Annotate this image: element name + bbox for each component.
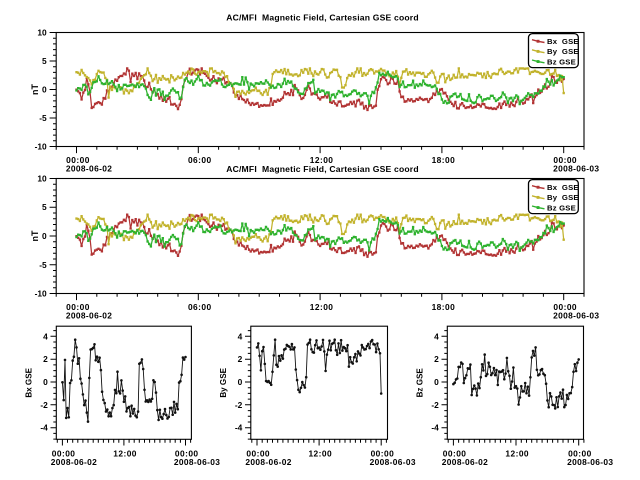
svg-text:-5: -5 — [39, 113, 47, 123]
svg-text:By GSE: By GSE — [547, 47, 579, 56]
svg-text:2: 2 — [434, 354, 439, 364]
svg-text:nT: nT — [30, 84, 40, 95]
svg-text:-5: -5 — [39, 260, 47, 270]
svg-text:2008-06-03: 2008-06-03 — [567, 457, 613, 467]
svg-text:00:00: 00:00 — [443, 448, 467, 458]
svg-text:0: 0 — [42, 231, 47, 241]
svg-text:-10: -10 — [35, 142, 47, 152]
svg-text:4: 4 — [434, 331, 439, 341]
svg-text:-2: -2 — [431, 400, 439, 410]
svg-text:Bz GSE: Bz GSE — [416, 368, 425, 398]
svg-text:2008-06-02: 2008-06-02 — [66, 311, 112, 321]
svg-text:-4: -4 — [40, 423, 48, 433]
svg-text:2008-06-03: 2008-06-03 — [370, 457, 416, 467]
svg-text:00:00: 00:00 — [553, 302, 577, 312]
svg-text:Bx GSE: Bx GSE — [547, 183, 579, 192]
svg-text:-2: -2 — [40, 400, 48, 410]
svg-text:12:00: 12:00 — [310, 302, 334, 312]
svg-text:2: 2 — [43, 354, 48, 364]
svg-text:12:00: 12:00 — [310, 155, 334, 165]
svg-text:2008-06-03: 2008-06-03 — [553, 311, 599, 321]
svg-text:-2: -2 — [235, 400, 243, 410]
svg-text:00:00: 00:00 — [52, 448, 76, 458]
svg-text:2008-06-02: 2008-06-02 — [51, 457, 97, 467]
svg-text:10: 10 — [37, 174, 47, 184]
svg-text:Bz GSE: Bz GSE — [547, 57, 576, 66]
svg-text:Bz GSE: Bz GSE — [547, 203, 576, 212]
svg-text:2008-06-03: 2008-06-03 — [553, 164, 599, 174]
svg-text:0: 0 — [42, 85, 47, 95]
svg-text:4: 4 — [43, 331, 48, 341]
svg-text:00:00: 00:00 — [66, 155, 90, 165]
svg-text:00:00: 00:00 — [175, 448, 199, 458]
svg-text:AC/MFI Magnetic Field, Cartes: AC/MFI Magnetic Field, Cartesian GSE coo… — [226, 164, 419, 174]
svg-text:00:00: 00:00 — [66, 302, 90, 312]
svg-text:By GSE: By GSE — [547, 193, 579, 202]
svg-text:Bx GSE: Bx GSE — [547, 37, 579, 46]
svg-text:00:00: 00:00 — [371, 448, 395, 458]
svg-text:5: 5 — [42, 202, 47, 212]
svg-text:10: 10 — [37, 28, 47, 38]
svg-text:0: 0 — [43, 377, 48, 387]
svg-text:2008-06-02: 2008-06-02 — [442, 457, 488, 467]
svg-text:0: 0 — [434, 377, 439, 387]
svg-text:2008-06-02: 2008-06-02 — [245, 457, 291, 467]
svg-text:-10: -10 — [35, 289, 47, 299]
svg-text:12:00: 12:00 — [505, 448, 529, 458]
svg-text:5: 5 — [42, 56, 47, 66]
svg-text:By GSE: By GSE — [219, 367, 228, 397]
svg-text:-4: -4 — [235, 423, 243, 433]
svg-text:06:00: 06:00 — [188, 302, 212, 312]
svg-text:00:00: 00:00 — [553, 155, 577, 165]
svg-text:06:00: 06:00 — [188, 155, 212, 165]
svg-text:0: 0 — [238, 377, 243, 387]
svg-text:Bx GSE: Bx GSE — [25, 367, 34, 397]
svg-text:nT: nT — [30, 230, 40, 241]
svg-text:18:00: 18:00 — [432, 155, 456, 165]
svg-text:12:00: 12:00 — [308, 448, 332, 458]
svg-text:00:00: 00:00 — [246, 448, 270, 458]
svg-text:12:00: 12:00 — [113, 448, 137, 458]
svg-text:2: 2 — [238, 354, 243, 364]
svg-text:AC/MFI Magnetic Field, Cartes: AC/MFI Magnetic Field, Cartesian GSE coo… — [226, 13, 419, 23]
svg-text:4: 4 — [238, 331, 243, 341]
svg-text:00:00: 00:00 — [568, 448, 592, 458]
svg-text:18:00: 18:00 — [432, 302, 456, 312]
svg-text:-4: -4 — [431, 423, 439, 433]
svg-text:2008-06-02: 2008-06-02 — [66, 164, 112, 174]
svg-text:2008-06-03: 2008-06-03 — [174, 457, 220, 467]
